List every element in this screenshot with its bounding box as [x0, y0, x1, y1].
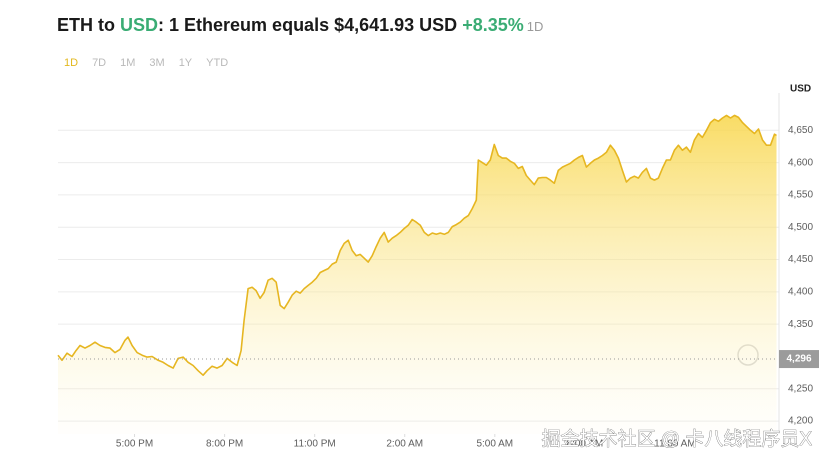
reference-label-box: [779, 350, 819, 369]
range-button[interactable]: 1Y: [178, 57, 193, 69]
change: +8.35%: [462, 15, 524, 35]
title-rest: : 1 Ethereum equals $4,641.93 USD: [158, 15, 458, 35]
title-prefix: ETH to: [57, 15, 115, 35]
y-tick-label: 4,400: [788, 286, 813, 297]
y-tick-label: 4,250: [788, 383, 813, 394]
range-button[interactable]: 3M: [149, 57, 165, 69]
y-axis-label: USD: [790, 84, 811, 95]
period: 1D: [526, 19, 544, 34]
title-link[interactable]: USD: [120, 15, 159, 35]
y-tick-label: 4,200: [788, 416, 813, 427]
range-button[interactable]: 1M: [120, 57, 136, 69]
x-tick-label: 8:00 PM: [206, 439, 243, 450]
x-tick-label: 5:00 PM: [116, 439, 153, 450]
range-button[interactable]: 1D: [64, 57, 79, 69]
y-tick-label: 4,550: [788, 190, 813, 201]
y-tick-label: 4,450: [788, 254, 813, 265]
x-tick-label: 5:00 AM: [476, 439, 513, 450]
watermark: 掘金技术社区 @ 卡八线程序员X: [541, 428, 812, 450]
title: ETH to USD: 1 Ethereum equals $4,641.93 …: [57, 15, 543, 36]
range-button[interactable]: 7D: [92, 57, 107, 69]
reference-label: 4,296: [786, 354, 811, 365]
y-tick-label: 4,650: [788, 125, 813, 136]
y-tick-label: 4,600: [788, 157, 813, 168]
x-tick-label: 11:00 PM: [294, 439, 336, 450]
range-selector: 1D 7D 1M 3M 1Y YTD: [58, 57, 236, 69]
y-tick-label: 4,350: [788, 319, 813, 330]
price-line: [57, 114, 777, 376]
y-tick-label: 4,500: [788, 222, 813, 233]
x-tick-label: 11:00 AM: [654, 439, 696, 450]
range-button[interactable]: YTD: [206, 57, 229, 69]
area-fill: [58, 115, 777, 435]
x-tick-label: 2:00 AM: [386, 439, 423, 450]
x-tick-label: 8:00 AM: [567, 439, 604, 450]
